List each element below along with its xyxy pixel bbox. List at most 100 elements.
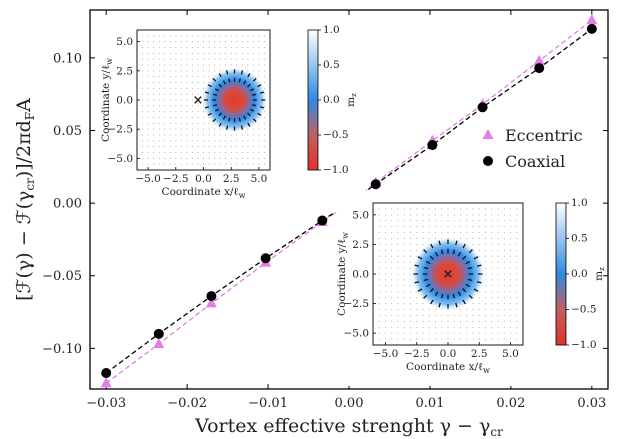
grid-dot: [410, 285, 411, 287]
grid-dot: [169, 52, 171, 54]
grid-dot: [422, 238, 424, 239]
grid-dot: [397, 208, 399, 210]
grid-dot: [503, 249, 505, 251]
grid-dot: [485, 214, 486, 216]
grid-dot: [236, 41, 238, 43]
grid-dot: [158, 128, 160, 130]
grid-dot: [175, 41, 177, 43]
grid-dot: [491, 243, 493, 245]
grid-dot: [219, 146, 221, 148]
grid-dot: [491, 214, 493, 216]
grid-dot: [197, 93, 199, 95]
grid-dot: [478, 332, 480, 334]
grid-dot: [208, 146, 210, 148]
magnetization-arrow: [467, 266, 473, 270]
grid-dot: [441, 338, 443, 340]
grid-dot: [153, 157, 155, 159]
magnetization-arrow: [434, 291, 439, 297]
grid-dot: [503, 261, 505, 263]
grid-dot: [422, 338, 424, 340]
grid-dot: [516, 291, 518, 293]
grid-dot: [247, 134, 249, 136]
grid-dot: [447, 220, 449, 222]
grid-dot: [180, 52, 182, 54]
grid-dot: [403, 332, 405, 334]
grid-dot: [485, 320, 486, 322]
magnetization-arrow: [247, 73, 251, 78]
grid-dot: [164, 157, 166, 159]
grid-dot: [164, 99, 166, 101]
grid-dot: [258, 35, 260, 37]
grid-dot: [472, 214, 474, 216]
grid-dot: [142, 157, 144, 159]
grid-dot: [214, 58, 216, 60]
grid-dot: [447, 232, 449, 234]
inset-x-axis-label: Coordinate x/ℓw: [406, 361, 490, 375]
grid-dot: [263, 122, 265, 124]
grid-dot: [186, 163, 188, 165]
grid-dot: [391, 220, 393, 222]
grid-dot: [153, 146, 155, 148]
grid-dot: [478, 226, 480, 228]
grid-dot: [485, 285, 486, 287]
grid-dot: [378, 220, 380, 222]
grid-dot: [158, 140, 160, 142]
grid-dot: [236, 163, 238, 165]
grid-dot: [214, 134, 216, 136]
grid-dot: [186, 128, 188, 130]
grid-dot: [158, 111, 160, 113]
grid-dot: [180, 146, 182, 148]
grid-dot: [447, 314, 449, 316]
grid-dot: [175, 58, 177, 60]
grid-dot: [397, 273, 399, 275]
grid-dot: [497, 220, 499, 222]
grid-dot: [147, 163, 149, 165]
grid-dot: [180, 47, 182, 48]
grid-dot: [247, 35, 249, 37]
grid-dot: [491, 314, 493, 316]
magnetization-arrow: [212, 77, 217, 82]
grid-dot: [510, 249, 511, 251]
inset-x-tick-label: 5.0: [251, 173, 268, 185]
grid-dot: [397, 220, 399, 222]
grid-dot: [142, 111, 144, 113]
grid-dot: [428, 238, 430, 239]
magnetization-arrow: [247, 112, 251, 117]
grid-dot: [385, 303, 386, 305]
grid-dot: [516, 267, 518, 269]
grid-dot: [175, 134, 177, 136]
point-coaxial: [477, 102, 488, 113]
point-eccentric: [205, 297, 217, 308]
grid-dot: [460, 214, 461, 216]
grid-dot: [510, 220, 511, 222]
grid-dot: [510, 291, 511, 293]
grid-dot: [385, 279, 386, 281]
grid-dot: [153, 134, 155, 136]
grid-dot: [175, 105, 177, 107]
grid-dot: [191, 146, 193, 148]
grid-dot: [169, 58, 171, 60]
magnetization-arrow: [207, 112, 212, 116]
grid-dot: [142, 76, 144, 78]
grid-dot: [416, 226, 418, 228]
grid-dot: [208, 152, 210, 153]
grid-dot: [147, 128, 149, 130]
grid-dot: [169, 99, 171, 101]
grid-dot: [142, 128, 144, 130]
colorbar-tick-label: −1.0: [571, 339, 597, 351]
grid-dot: [447, 226, 449, 228]
grid-dot: [197, 117, 199, 118]
grid-dot: [410, 255, 411, 257]
grid-dot: [153, 87, 155, 89]
grid-dot: [491, 309, 493, 310]
grid-dot: [158, 41, 160, 43]
grid-dot: [186, 146, 188, 148]
y-axis-label-part: F: [23, 112, 37, 120]
grid-dot: [147, 41, 149, 43]
grid-dot: [241, 64, 243, 66]
grid-dot: [241, 157, 243, 159]
grid-dot: [191, 58, 193, 60]
grid-dot: [164, 111, 166, 113]
grid-dot: [378, 267, 380, 269]
grid-dot: [197, 99, 199, 101]
